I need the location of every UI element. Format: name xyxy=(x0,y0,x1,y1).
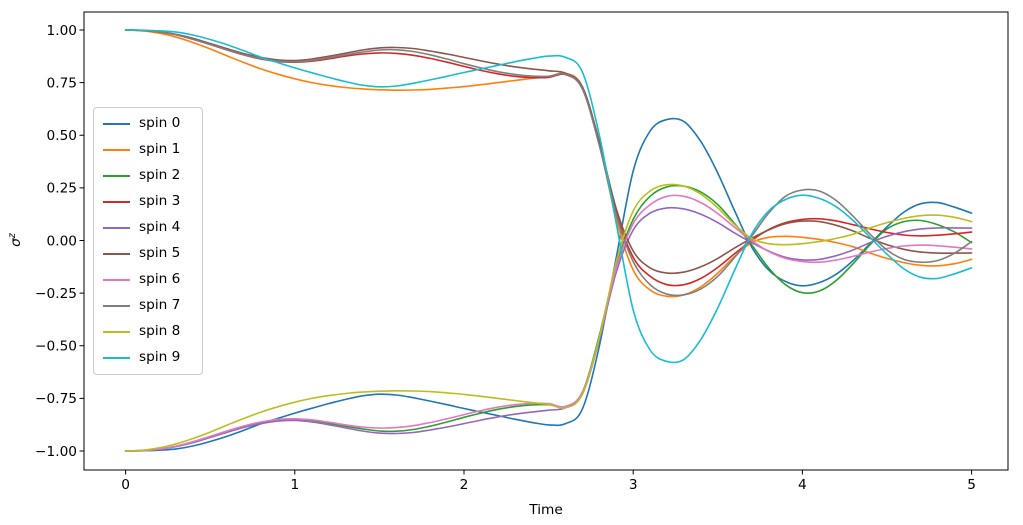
legend-line-sample xyxy=(103,305,130,307)
legend-item: spin 7 xyxy=(94,293,202,319)
y-tick-label: 0.25 xyxy=(47,181,77,197)
x-tick-label: 3 xyxy=(629,477,638,493)
series-line-spin-9 xyxy=(124,29,973,364)
legend-item: spin 5 xyxy=(94,241,202,267)
legend-item-label: spin 8 xyxy=(139,323,181,340)
y-tick-label: −1.00 xyxy=(35,444,77,460)
y-tick-label: 0.00 xyxy=(47,233,77,249)
legend-item: spin 8 xyxy=(94,319,202,345)
legend-line-sample xyxy=(103,357,130,359)
series-line-spin-3 xyxy=(124,29,973,287)
y-axis-label: σz xyxy=(7,232,24,247)
y-tick-label: 0.75 xyxy=(47,75,77,91)
sigma-symbol: σ xyxy=(8,237,24,247)
legend-item-label: spin 2 xyxy=(139,167,181,184)
series-line-spin-4 xyxy=(124,206,973,452)
y-tick-label: −0.75 xyxy=(35,391,77,407)
legend-item-label: spin 6 xyxy=(139,271,181,288)
legend-line-sample xyxy=(103,279,130,281)
legend-line-sample xyxy=(103,175,130,177)
x-axis-label: Time xyxy=(528,502,563,518)
legend-item-label: spin 3 xyxy=(139,193,181,210)
legend-item-label: spin 9 xyxy=(139,349,181,366)
axis-tick-labels: 0 1 2 3 4 5 1.00 0.75 0.50 0.25 0.00 −0.25 −0.50 −0.7… xyxy=(35,23,976,493)
y-tick-label: −0.25 xyxy=(35,286,77,302)
legend-item: spin 1 xyxy=(94,137,202,163)
x-tick-label: 1 xyxy=(290,477,299,493)
legend-item: spin 0 xyxy=(94,111,202,137)
series-line-spin-2 xyxy=(124,184,973,452)
legend-item: spin 9 xyxy=(94,345,202,371)
x-tick-label: 2 xyxy=(460,477,469,493)
series-lines xyxy=(124,29,973,452)
plot-area-border xyxy=(83,11,1009,471)
series-line-spin-8 xyxy=(124,183,973,452)
legend-item-label: spin 1 xyxy=(139,141,181,158)
x-tick-label: 4 xyxy=(798,477,807,493)
legend-line-sample xyxy=(103,149,130,151)
legend-item: spin 2 xyxy=(94,163,202,189)
sigma-superscript: z xyxy=(7,232,18,239)
legend-item-label: spin 0 xyxy=(139,115,181,132)
legend-item: spin 6 xyxy=(94,267,202,293)
y-tick-label: 0.50 xyxy=(47,128,77,144)
legend-item-label: spin 7 xyxy=(139,297,181,314)
y-tick-label: −0.50 xyxy=(35,339,77,355)
legend-item-label: spin 5 xyxy=(139,245,181,262)
legend: spin 0 spin 1 spin 2 spin 3 spin 4 spin 5 spin… xyxy=(93,107,203,375)
legend-item-label: spin 4 xyxy=(139,219,181,236)
legend-line-sample xyxy=(103,227,130,229)
legend-line-sample xyxy=(103,253,130,255)
legend-line-sample xyxy=(103,123,130,125)
series-line-spin-6 xyxy=(124,194,973,452)
x-tick-label: 0 xyxy=(121,477,130,493)
legend-line-sample xyxy=(103,201,130,203)
series-line-spin-0 xyxy=(124,117,973,452)
x-tick-label: 5 xyxy=(967,477,976,493)
legend-line-sample xyxy=(103,331,130,333)
axis-ticks xyxy=(79,29,973,475)
legend-item: spin 3 xyxy=(94,189,202,215)
series-line-spin-7 xyxy=(124,29,973,297)
legend-item: spin 4 xyxy=(94,215,202,241)
y-tick-label: 1.00 xyxy=(47,23,77,39)
